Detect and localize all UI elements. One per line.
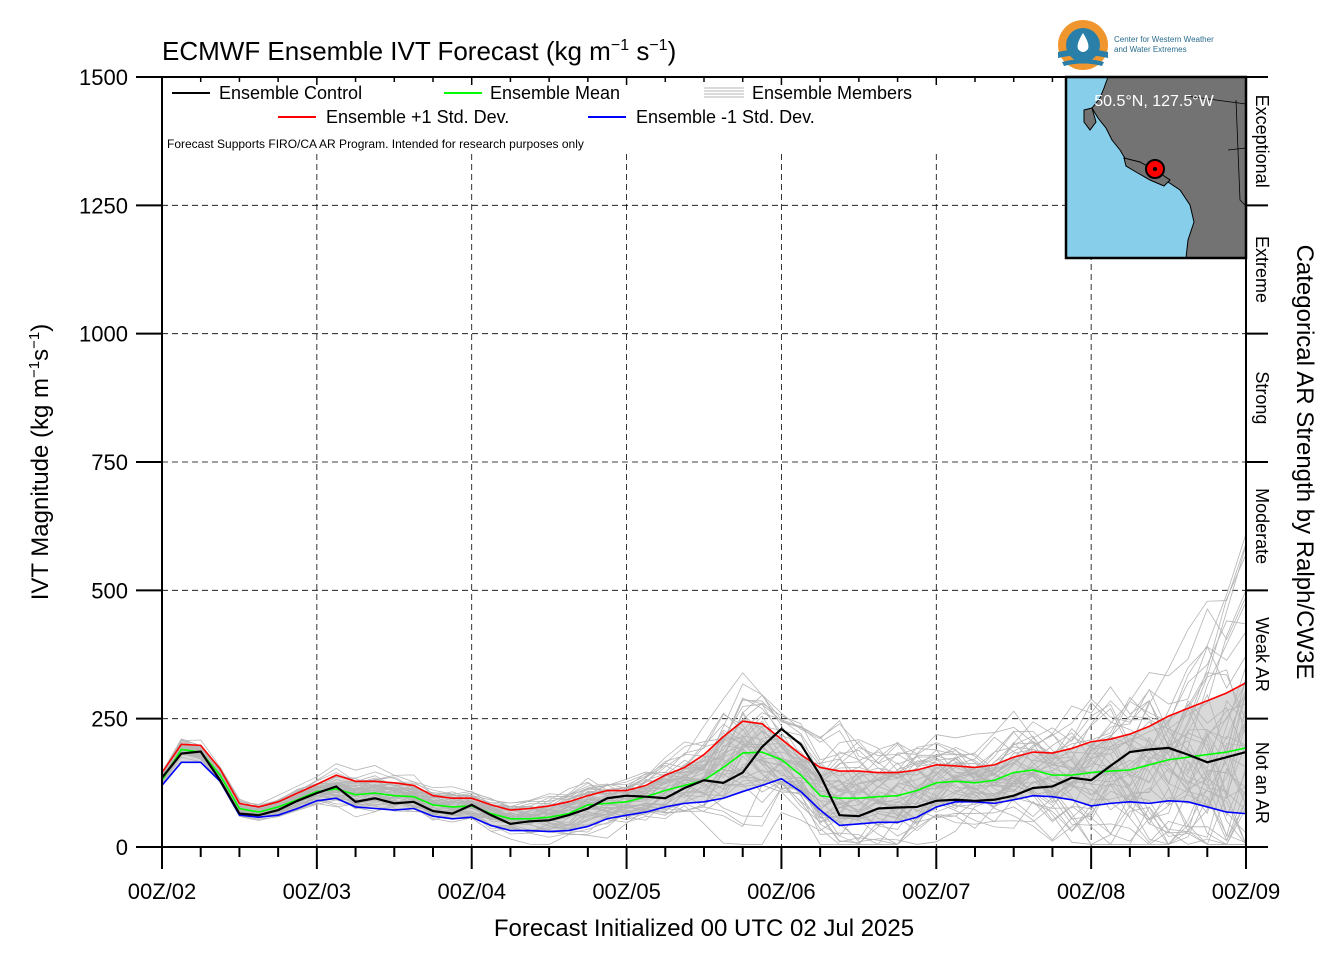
category-label: Extreme	[1252, 236, 1272, 303]
ar-category-axis: Not an AR Weak AR Moderate Strong Extreme Exc…	[1246, 76, 1272, 848]
legend: Ensemble Control Ensemble Mean Ensemble …	[167, 83, 912, 151]
y-tick-label: 500	[91, 578, 128, 603]
right-axis-label: Categorical AR Strength by Ralph/CW3E	[1291, 245, 1318, 680]
x-tick-label: 00Z/03	[283, 879, 352, 904]
y-axis-label: IVT Magnitude (kg m−1s−1)	[26, 324, 54, 601]
ensemble-member-line	[162, 645, 1246, 824]
ensemble-member-line	[162, 745, 1246, 845]
x-tick-label: 00Z/09	[1212, 879, 1281, 904]
axes: 0 250 500 750 1000 1250 1500 00Z/02 00Z/03 00Z/04…	[79, 65, 1280, 904]
ensemble-member-line	[162, 631, 1246, 826]
legend-label-plus-std: Ensemble +1 Std. Dev.	[326, 107, 509, 127]
research-note: Forecast Supports FIRO/CA AR Program. In…	[167, 137, 584, 151]
ensemble-member-line	[162, 686, 1246, 820]
series-line-ensemble-1-std-dev-	[162, 761, 1246, 833]
location-marker-center	[1153, 167, 1157, 171]
category-label: Not an AR	[1252, 742, 1272, 824]
series-line-ensemble-1-std-dev-	[162, 682, 1246, 811]
plot-area	[162, 533, 1246, 846]
legend-label-minus-std: Ensemble -1 Std. Dev.	[636, 107, 815, 127]
series-line-ensemble-control	[162, 727, 1246, 826]
y-tick-label: 750	[91, 450, 128, 475]
grid-lines	[162, 154, 1246, 847]
cw3e-logo: Center for Western Weather and Water Ext…	[1058, 20, 1214, 70]
x-tick-label: 00Z/07	[902, 879, 971, 904]
chart-title: ECMWF Ensemble IVT Forecast (kg m−1 s−1)	[162, 36, 676, 66]
ensemble-member-line	[162, 669, 1246, 823]
legend-label-members: Ensemble Members	[752, 83, 912, 103]
x-axis-label: Forecast Initialized 00 UTC 02 Jul 2025	[494, 915, 914, 942]
x-tick-label: 00Z/08	[1057, 879, 1126, 904]
x-tick-label: 00Z/04	[437, 879, 506, 904]
y-tick-label: 250	[91, 707, 128, 732]
category-label: Moderate	[1252, 488, 1272, 564]
ensemble-member-line	[162, 666, 1246, 830]
logo-text-line1: Center for Western Weather	[1114, 35, 1214, 44]
y-tick-label: 1500	[79, 65, 128, 90]
category-label: Strong	[1252, 371, 1272, 424]
ensemble-member-line	[162, 740, 1246, 845]
x-tick-label: 00Z/05	[592, 879, 661, 904]
y-tick-label: 1250	[79, 193, 128, 218]
ensemble-member-line	[162, 533, 1246, 834]
inset-boundary	[1185, 95, 1247, 207]
x-tick-label: 00Z/06	[747, 879, 816, 904]
ensemble-member-line	[162, 732, 1246, 820]
y-tick-label: 1000	[79, 322, 128, 347]
ensemble-spread-band	[162, 682, 1246, 832]
ensemble-member-line	[162, 746, 1246, 845]
inset-frame	[1064, 75, 1248, 260]
legend-label-mean: Ensemble Mean	[490, 83, 620, 103]
ensemble-member-line	[162, 721, 1246, 815]
inset-island-north	[1083, 107, 1097, 131]
category-label: Weak AR	[1252, 617, 1272, 692]
x-tick-label: 00Z/02	[128, 879, 197, 904]
ensemble-member-line	[162, 688, 1246, 845]
location-inset-map: 50.5°N, 127.5°W	[1064, 75, 1248, 260]
category-label: Exceptional	[1252, 95, 1272, 188]
ensemble-member-line	[162, 694, 1246, 845]
logo-text-line2: and Water Extremes	[1114, 45, 1187, 54]
legend-swatch-members	[704, 87, 744, 98]
y-tick-label: 0	[116, 835, 128, 860]
inset-location-label: 50.5°N, 127.5°W	[1094, 93, 1214, 110]
legend-label-control: Ensemble Control	[219, 83, 362, 103]
